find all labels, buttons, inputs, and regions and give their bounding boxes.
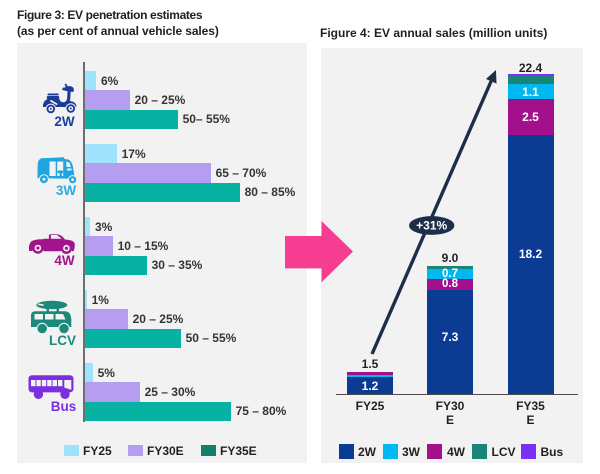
svg-text:+31%: +31% — [416, 219, 447, 233]
